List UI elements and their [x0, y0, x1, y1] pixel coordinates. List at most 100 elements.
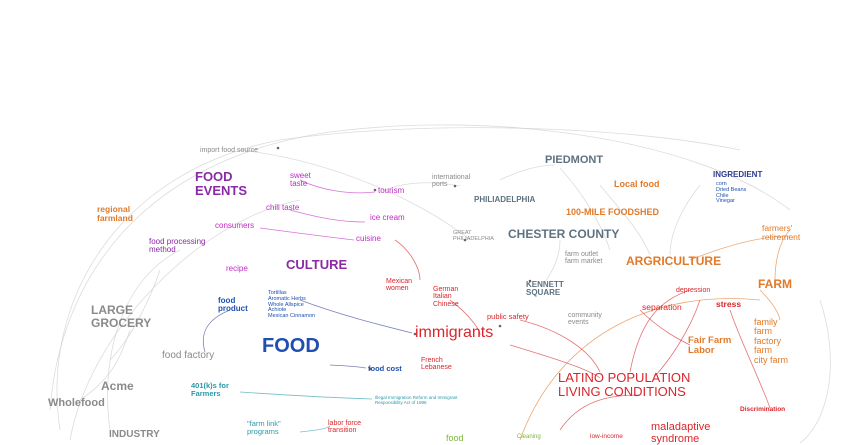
- node-kennett-square: KENNETT SQUARE: [526, 280, 564, 298]
- connection-dot: [368, 367, 372, 371]
- connection-curve: [239, 391, 373, 400]
- node-food-bottom: food: [446, 433, 464, 443]
- connection-dot: [453, 184, 457, 188]
- node-tourism: tourism: [378, 186, 405, 195]
- node-piedmont: PIEDMONT: [545, 154, 604, 166]
- node-401k-for-farmers: 401(k)s for Farmers: [191, 381, 229, 398]
- node-regional-farmland: regional farmland: [97, 204, 133, 223]
- node-argriculture: ARGRICULTURE: [626, 254, 722, 268]
- connection-dot: [463, 238, 467, 242]
- node-culture: CULTURE: [286, 257, 348, 272]
- connection-curve: [729, 309, 771, 409]
- connection-curve: [499, 164, 556, 181]
- connection-dot: [498, 324, 502, 328]
- connection-curve: [599, 184, 651, 256]
- node-ice-cream: ice cream: [370, 213, 405, 222]
- node-community-events: community events: [568, 312, 602, 327]
- connection-curve: [449, 299, 481, 336]
- node-immigration-act: Illegal Immigration Reform and Immigrant…: [375, 395, 458, 405]
- connection-curve: [56, 127, 741, 431]
- connection-curve: [669, 184, 701, 256]
- node-consumers: consumers: [215, 221, 255, 230]
- connection-curve: [289, 209, 366, 223]
- node-sweet-taste: sweet taste: [290, 171, 311, 189]
- connection-curve: [79, 329, 131, 401]
- node-great-philadelphia: GREAT PHILIADELPHIA: [453, 230, 494, 242]
- connection-curve: [239, 149, 471, 241]
- node-family-farm: family farm factory farm city farm: [754, 317, 789, 365]
- connection-curve: [69, 199, 301, 441]
- connection-curve: [299, 179, 376, 194]
- node-cuisine: cuisine: [356, 234, 381, 243]
- connection-curve: [774, 229, 791, 281]
- connection-curve: [639, 309, 691, 346]
- node-latino-population-living-conditions: LATINO POPULATION LIVING CONDITIONS: [558, 370, 691, 399]
- node-stress: stress: [716, 299, 742, 309]
- connection-curve: [799, 299, 831, 443]
- node-farm-outlet: farm outlet farm market: [565, 251, 603, 266]
- connection-dot: [373, 188, 377, 192]
- node-ingredient: INGREDIENT: [713, 170, 763, 179]
- node-chester-county: CHESTER COUNTY: [508, 227, 620, 241]
- connection-curve: [299, 299, 413, 334]
- connection-curve: [109, 269, 161, 361]
- node-cleaning: Cleaning: [517, 434, 541, 440]
- node-local-food: Local food: [614, 179, 660, 189]
- connection-curve: [759, 289, 781, 321]
- node-immigrants: immigrants: [415, 324, 494, 341]
- node-philadelphia: PHILIADELPHIA: [474, 195, 536, 204]
- node-farm: FARM: [758, 277, 792, 291]
- connection-curve: [654, 299, 701, 377]
- connection-dot: [413, 332, 417, 336]
- node-german-italian-chinese: German Italian Chinese: [433, 286, 459, 308]
- connection-curve: [519, 298, 761, 441]
- node-farmers-retirement: farmers' retirement: [762, 223, 801, 242]
- connection-curve: [299, 425, 331, 433]
- node-discrimination: Discrimination: [740, 406, 786, 413]
- node-import-food-source: import food source: [200, 147, 258, 154]
- node-food: FOOD: [262, 335, 320, 357]
- connection-curve: [202, 309, 231, 353]
- node-food-cost: food cost: [368, 364, 402, 373]
- node-recipe: recipe: [226, 264, 248, 273]
- node-chili-taste: chili taste: [266, 203, 300, 212]
- node-spices-list: Tortillas Aromatic Herbs Whole Allspice …: [268, 290, 316, 320]
- node-food-factory: food factory: [162, 350, 215, 361]
- node-separation: separation: [642, 302, 682, 312]
- connection-curve: [519, 319, 601, 373]
- node-depression: depression: [676, 287, 711, 294]
- connection-dot: [528, 279, 532, 283]
- node-food-processing-method: food processing method: [149, 237, 206, 255]
- node-wholefood: Wholefood: [48, 397, 105, 409]
- node-large-grocery: LARGE GROCERY: [91, 303, 152, 330]
- connection-dot: [276, 146, 280, 150]
- node-ingredient-list: corn Dried Beans Chile Vinegar: [716, 181, 747, 205]
- connection-curve: [259, 227, 355, 241]
- node-low-income: low-income: [590, 433, 623, 440]
- node-maladaptive-syndrome: maladaptive syndrome: [651, 421, 711, 445]
- node-acme: Acme: [101, 379, 134, 393]
- node-mexican-women: Mexican women: [386, 278, 413, 293]
- connection-curve: [689, 235, 791, 261]
- connection-curve: [384, 182, 461, 191]
- node-industry: INDUSTRY: [109, 429, 160, 440]
- node-labor-force-transition: labor force transition: [328, 420, 362, 435]
- node-fair-farm-labor: Fair Farm Labor: [688, 335, 732, 356]
- connection-curve: [629, 289, 691, 373]
- node-farm-link-programs: "farm link" programs: [247, 419, 281, 436]
- node-international-ports: international ports: [432, 174, 471, 189]
- connection-curve: [544, 239, 561, 283]
- node-100-mile-foodshed: 100-MILE FOODSHED: [566, 207, 660, 217]
- connection-curve: [394, 239, 421, 281]
- node-food-product: food product: [218, 296, 248, 314]
- connection-curve: [329, 364, 367, 369]
- connection-curve: [559, 394, 641, 431]
- connection-curve: [559, 167, 611, 251]
- node-food-events: FOOD EVENTS: [195, 169, 248, 198]
- connection-curve: [49, 124, 791, 411]
- node-french-lebanese: French Lebanese: [421, 357, 452, 372]
- node-public-safety: public safety: [487, 312, 529, 321]
- connection-curve: [107, 249, 181, 431]
